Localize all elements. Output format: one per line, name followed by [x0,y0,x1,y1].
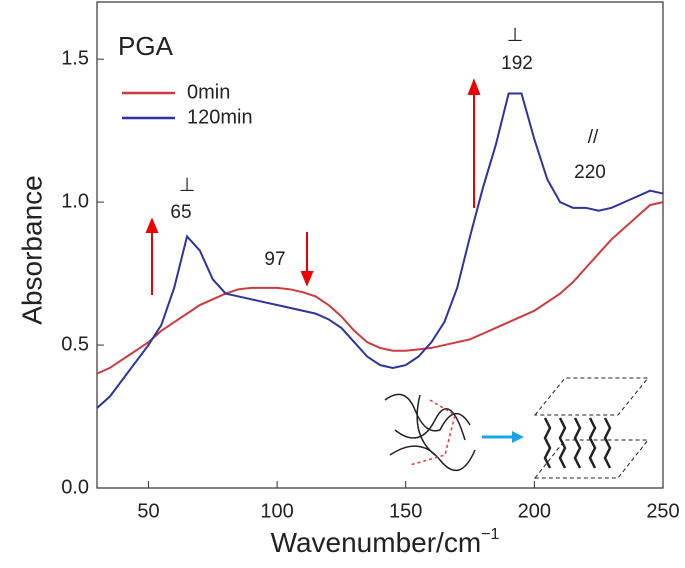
chart-title: PGA [118,31,174,61]
legend-label: 0min [187,81,230,103]
x-tick-label: 100 [260,500,293,522]
annotation: 97 [264,249,285,270]
annotation: ⊥ [507,25,524,46]
x-axis-label: Wavenumber/cm−1 [271,526,500,558]
x-tick-label: 150 [389,500,422,522]
annotation: 65 [170,202,191,223]
x-tick-label: 200 [518,500,551,522]
annotation: // [588,127,599,148]
x-tick-label: 250 [646,500,679,522]
annotation: ⊥ [179,175,196,196]
series-line [96,201,664,375]
y-tick-label: 0.5 [61,333,89,355]
annotation: 220 [574,162,606,183]
annotation: 192 [501,53,533,74]
legend-label: 120min [187,106,253,128]
inset-schematic [384,377,650,479]
series-line [96,92,664,409]
x-label-sup: −1 [481,526,499,543]
x-label-main: Wavenumber/cm [271,527,482,558]
y-axis-label: Absorbance [16,175,47,324]
plot-frame [96,1,664,489]
arrows [145,78,481,295]
x-tick-label: 50 [137,500,159,522]
y-tick-label: 1.0 [61,190,89,212]
y-tick-label: 0.0 [61,476,89,498]
y-tick-label: 1.5 [61,47,89,69]
